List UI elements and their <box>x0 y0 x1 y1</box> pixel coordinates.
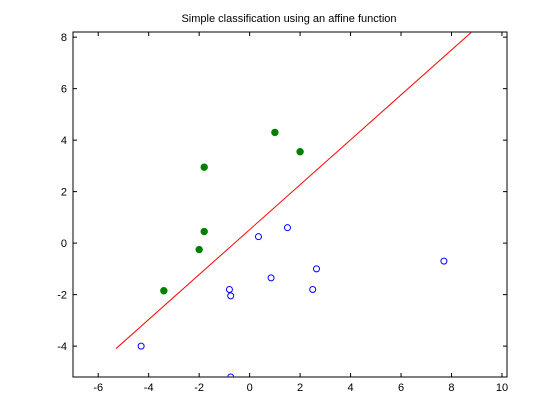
y-tick-label: -4 <box>57 341 67 353</box>
open-point <box>254 233 262 241</box>
y-tick-label: 8 <box>61 32 67 44</box>
open-point <box>312 265 320 273</box>
chart-title: Simple classification using an affine fu… <box>181 13 396 25</box>
x-tick-label: 6 <box>398 382 404 394</box>
filled-point <box>200 163 208 171</box>
open-point <box>283 224 291 232</box>
x-tick-label: 4 <box>347 382 353 394</box>
open-point <box>440 257 448 265</box>
x-tick-label: -6 <box>93 382 103 394</box>
x-tick-label: -4 <box>144 382 154 394</box>
filled-point <box>160 287 168 295</box>
y-tick-label: 0 <box>61 238 67 250</box>
open-point <box>267 274 275 282</box>
x-tick-label: -2 <box>194 382 204 394</box>
x-tick-label: 0 <box>247 382 253 394</box>
x-tick-label: 10 <box>496 382 508 394</box>
axes-box <box>72 31 508 378</box>
open-point <box>227 292 235 300</box>
y-tick-label: -2 <box>57 290 67 302</box>
open-point <box>227 373 235 377</box>
y-tick-label: 2 <box>61 187 67 199</box>
open-point <box>225 285 233 293</box>
x-tick-label: 8 <box>448 382 454 394</box>
open-point <box>137 342 145 350</box>
classification-line <box>115 32 473 350</box>
x-tick-label: 2 <box>297 382 303 394</box>
y-tick-label: 6 <box>61 84 67 96</box>
filled-point <box>271 128 279 137</box>
open-point <box>309 285 317 293</box>
filled-point <box>296 148 304 156</box>
filled-point <box>195 245 203 254</box>
y-tick-label: 4 <box>61 135 67 147</box>
filled-point <box>200 227 208 236</box>
plot-area: -6 -4 -2 0 2 4 6 8 10 -4 -2 0 2 4 6 8 <box>57 31 508 394</box>
